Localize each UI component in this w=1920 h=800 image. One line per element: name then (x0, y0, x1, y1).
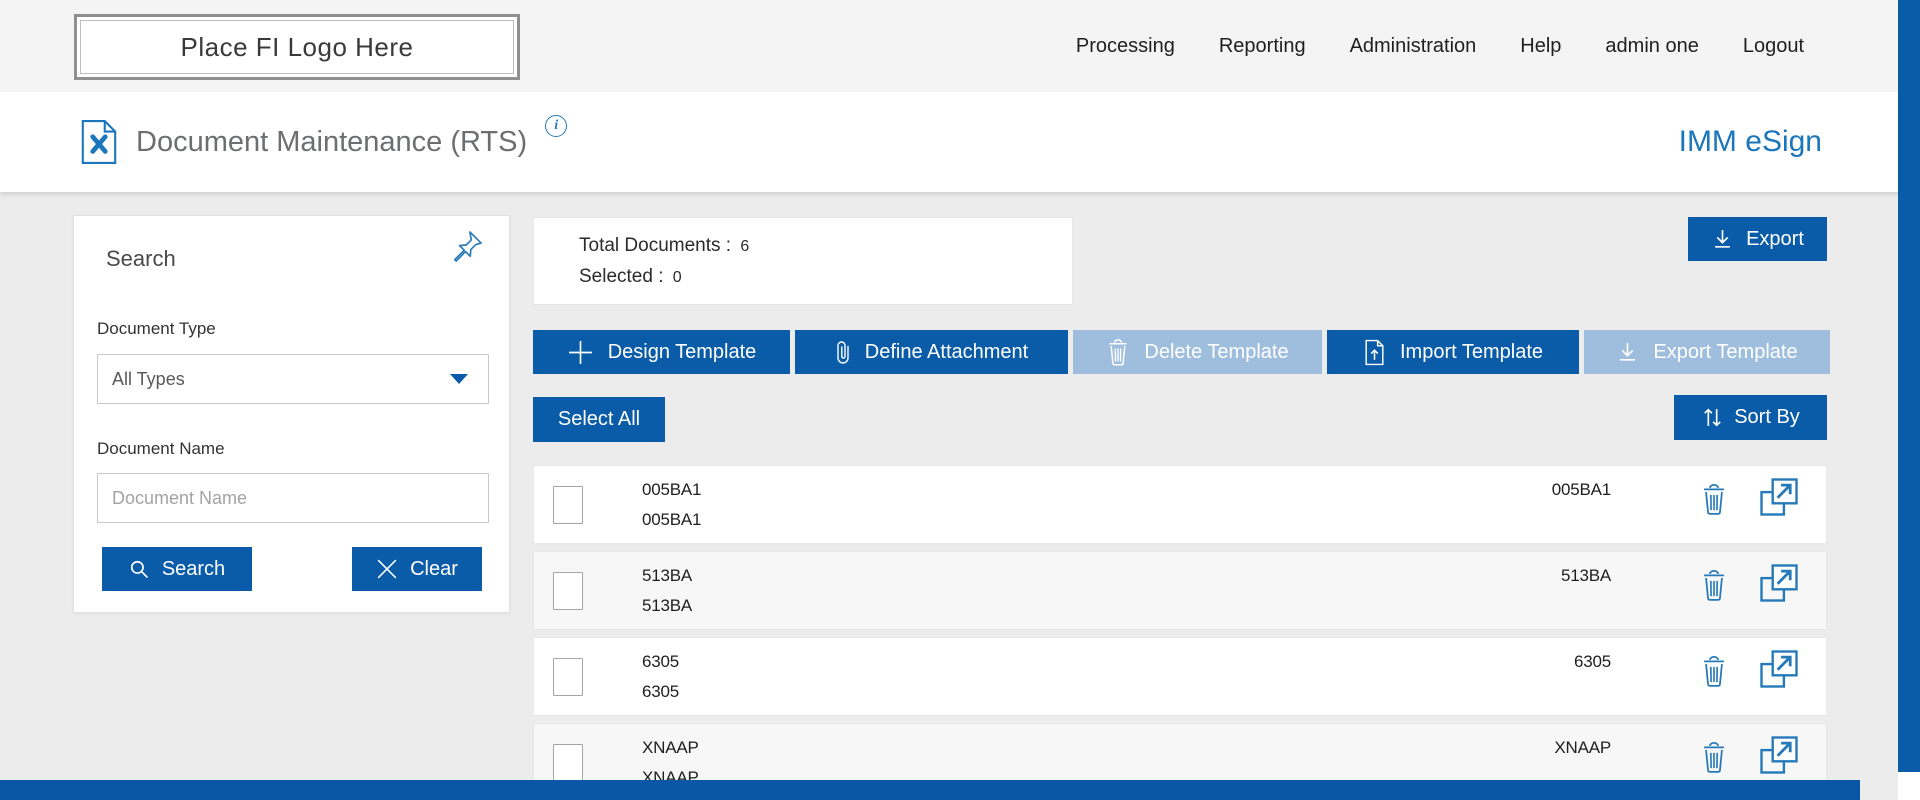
open-template-icon[interactable] (1758, 562, 1800, 604)
row-checkbox[interactable] (553, 572, 583, 610)
sort-arrows-icon (1701, 406, 1724, 429)
documents-list: 005BA1 005BA1 005BA1 (533, 465, 1827, 800)
import-template-button[interactable]: Import Template (1327, 330, 1579, 374)
table-row: 513BA 513BA 513BA (533, 551, 1827, 630)
search-button-label: Search (161, 557, 226, 580)
document-description: 513BA (642, 596, 693, 615)
define-attachment-button[interactable]: Define Attachment (795, 330, 1068, 374)
fi-logo-text: Place FI Logo Here (180, 31, 414, 62)
document-code: 513BA (1560, 566, 1611, 585)
nav-item-reporting[interactable]: Reporting (1218, 34, 1306, 57)
paperclip-icon (835, 339, 851, 366)
top-bar: Place FI Logo Here Processing Reporting … (0, 0, 1920, 92)
document-code: 6305 (1573, 652, 1611, 671)
template-toolbar: Design Template Define Attachment (533, 330, 1830, 374)
brand-imm-esign: IMM eSign (1678, 125, 1822, 158)
document-name: 6305 (642, 652, 680, 671)
pin-icon[interactable] (447, 228, 485, 266)
plus-icon (567, 339, 594, 366)
sort-by-button[interactable]: Sort By (1674, 395, 1827, 440)
info-icon[interactable]: i (545, 115, 568, 137)
clear-button-label: Clear (410, 557, 458, 580)
document-description: 005BA1 (642, 510, 702, 529)
documents-summary: Total Documents : 6 Selected : 0 (533, 217, 1073, 305)
select-all-label: Select All (557, 408, 641, 430)
delete-template-button: Delete Template (1073, 330, 1322, 374)
design-template-label: Design Template (607, 340, 757, 363)
delete-row-icon[interactable] (1700, 565, 1728, 605)
page-header (0, 92, 1920, 192)
total-documents-label: Total Documents : (579, 234, 732, 256)
document-name-label: Document Name (97, 439, 225, 458)
page-header-left: Document Maintenance (RTS) i (80, 92, 568, 192)
document-code: 005BA1 (1551, 480, 1611, 499)
import-template-label: Import Template (1399, 340, 1544, 363)
export-template-label: Export Template (1653, 340, 1798, 363)
clear-x-icon (376, 558, 398, 580)
fi-logo-placeholder: Place FI Logo Here (74, 14, 520, 80)
download-icon (1616, 341, 1639, 364)
design-template-button[interactable]: Design Template (533, 330, 790, 374)
document-code: XNAAP (1554, 738, 1611, 757)
nav-item-user-menu[interactable]: admin one (1605, 34, 1699, 57)
delete-row-icon[interactable] (1700, 737, 1728, 777)
row-checkbox[interactable] (553, 744, 583, 782)
page-title: Document Maintenance (RTS) (136, 125, 528, 158)
download-icon (1711, 228, 1734, 251)
document-name: XNAAP (642, 738, 699, 757)
document-name: 513BA (642, 566, 693, 585)
selected-value: 0 (672, 268, 682, 286)
selected-line: Selected : 0 (579, 266, 1072, 288)
selected-label: Selected : (579, 265, 664, 287)
select-all-button[interactable]: Select All (533, 397, 665, 442)
export-button-label: Export (1746, 227, 1804, 250)
search-icon (129, 559, 150, 580)
open-template-icon[interactable] (1758, 476, 1800, 518)
delete-template-label: Delete Template (1144, 340, 1289, 363)
vertical-scrollbar (1898, 0, 1920, 800)
scrollbar-thumb[interactable] (1898, 0, 1920, 772)
search-panel: Search Document Type All Types Document … (73, 215, 510, 613)
document-maintenance-icon (80, 119, 118, 165)
export-template-button: Export Template (1584, 330, 1830, 374)
row-checkbox[interactable] (553, 658, 583, 696)
document-type-select[interactable]: All Types (97, 354, 489, 404)
row-checkbox[interactable] (553, 486, 583, 524)
document-name: 005BA1 (642, 480, 702, 499)
sort-by-label: Sort By (1734, 406, 1800, 428)
total-documents-value: 6 (740, 237, 750, 255)
delete-row-icon[interactable] (1700, 651, 1728, 691)
nav-item-logout[interactable]: Logout (1742, 34, 1804, 57)
document-type-label: Document Type (97, 319, 216, 338)
export-button[interactable]: Export (1688, 217, 1827, 261)
document-type-value: All Types (112, 368, 185, 389)
table-row: 005BA1 005BA1 005BA1 (533, 465, 1827, 544)
table-row: 6305 6305 6305 (533, 637, 1827, 716)
import-icon (1363, 339, 1386, 366)
total-documents-line: Total Documents : 6 (579, 235, 1072, 257)
open-template-icon[interactable] (1758, 734, 1800, 776)
footer-bar (0, 780, 1860, 800)
search-panel-title: Search (106, 246, 176, 271)
delete-row-icon[interactable] (1700, 479, 1728, 519)
trash-icon (1106, 338, 1130, 366)
nav-item-processing[interactable]: Processing (1075, 34, 1175, 57)
nav-item-administration[interactable]: Administration (1349, 34, 1477, 57)
nav-item-help[interactable]: Help (1520, 34, 1562, 57)
main-nav: Processing Reporting Administration Help… (1076, 0, 1804, 92)
document-name-input[interactable] (97, 473, 489, 523)
search-button[interactable]: Search (102, 547, 252, 591)
open-template-icon[interactable] (1758, 648, 1800, 690)
define-attachment-label: Define Attachment (864, 340, 1029, 363)
chevron-down-icon (450, 374, 468, 384)
document-description: 6305 (642, 682, 680, 701)
clear-button[interactable]: Clear (352, 547, 482, 591)
